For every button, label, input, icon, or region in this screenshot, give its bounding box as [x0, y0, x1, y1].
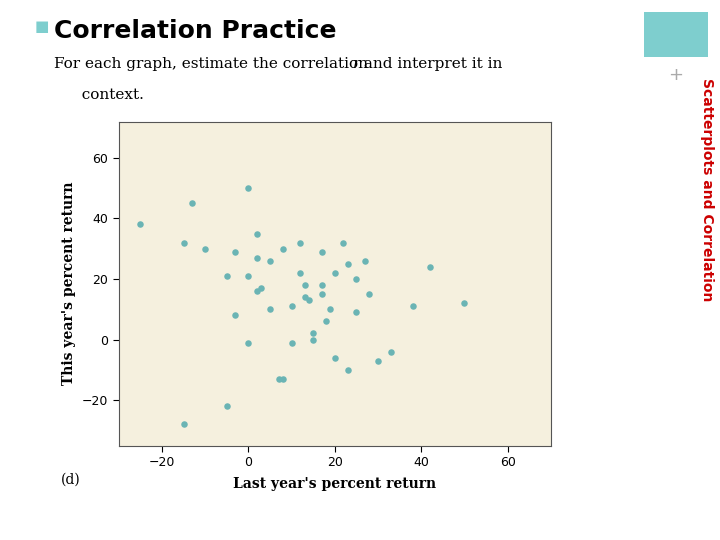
Point	[230, 311, 241, 320]
Text: For each graph, estimate the correlation: For each graph, estimate the correlation	[54, 57, 373, 71]
Text: +: +	[669, 66, 683, 84]
Text: Scatterplots and Correlation: Scatterplots and Correlation	[700, 78, 714, 302]
Point	[372, 356, 384, 365]
Point	[459, 299, 470, 307]
Point	[135, 220, 146, 229]
Point	[251, 287, 263, 295]
X-axis label: Last year's percent return: Last year's percent return	[233, 477, 436, 491]
Point	[277, 375, 289, 383]
Point	[221, 402, 233, 410]
Point	[286, 338, 297, 347]
Point	[199, 245, 211, 253]
Y-axis label: This year's percent return: This year's percent return	[63, 182, 76, 385]
Point	[325, 305, 336, 314]
Point	[299, 293, 310, 301]
Point	[186, 199, 198, 207]
Point	[407, 302, 418, 310]
Point	[342, 366, 354, 374]
Point	[243, 338, 254, 347]
Point	[316, 247, 328, 256]
Point	[273, 375, 284, 383]
Point	[316, 281, 328, 289]
Point	[264, 256, 276, 265]
Point	[264, 305, 276, 314]
Point	[178, 420, 189, 429]
Point	[294, 238, 306, 247]
Point	[329, 268, 341, 277]
Point	[338, 238, 349, 247]
Point	[307, 329, 319, 338]
Text: Correlation Practice: Correlation Practice	[54, 19, 336, 43]
Point	[251, 229, 263, 238]
Point	[307, 335, 319, 344]
Point	[256, 284, 267, 292]
Point	[329, 353, 341, 362]
Point	[286, 302, 297, 310]
Point	[342, 260, 354, 268]
Point	[424, 262, 436, 271]
Point	[221, 272, 233, 280]
Point	[243, 272, 254, 280]
Text: r: r	[353, 57, 360, 71]
Point	[230, 247, 241, 256]
Point	[251, 253, 263, 262]
Point	[359, 256, 371, 265]
Point	[316, 290, 328, 299]
Text: context.: context.	[72, 88, 144, 102]
Point	[277, 245, 289, 253]
Point	[364, 290, 375, 299]
Point	[299, 281, 310, 289]
Point	[243, 184, 254, 192]
Point	[303, 296, 315, 305]
Point	[320, 317, 332, 326]
Point	[294, 268, 306, 277]
Text: and interpret it in: and interpret it in	[359, 57, 502, 71]
Text: (d): (d)	[61, 472, 81, 487]
Point	[385, 347, 397, 356]
Point	[178, 238, 189, 247]
Text: ■: ■	[35, 19, 49, 34]
Point	[351, 308, 362, 316]
Point	[351, 275, 362, 284]
